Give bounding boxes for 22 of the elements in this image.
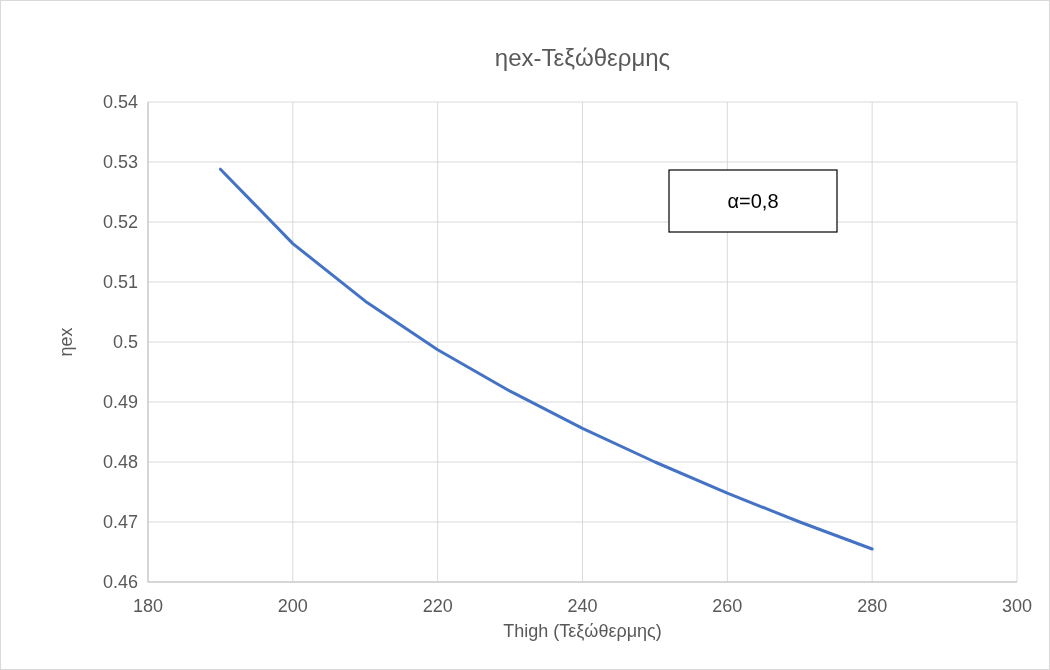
y-tick-label: 0.46 <box>102 572 138 593</box>
x-tick-label: 200 <box>277 596 308 616</box>
chart-title: ηex-Τεξώθερμης <box>494 44 671 71</box>
y-tick-label: 0.48 <box>102 452 138 473</box>
x-tick-label: 240 <box>567 596 598 616</box>
line-series <box>218 167 874 551</box>
y-tick-label: 0.51 <box>102 272 138 293</box>
y-tick-label: 0.47 <box>102 512 138 533</box>
y-tick-label: 0.53 <box>102 152 138 173</box>
y-tick-label: 0.54 <box>102 92 138 113</box>
x-tick-label: 260 <box>712 596 743 616</box>
x-tick-label: 220 <box>422 596 453 616</box>
x-tick-label: 300 <box>1001 596 1033 616</box>
note-box: α=0,8 <box>668 169 838 233</box>
y-axis-title: ηex <box>56 327 76 357</box>
y-tick-label: 0.5 <box>112 332 138 353</box>
y-tick-label: 0.52 <box>102 212 138 233</box>
x-axis-title: Thigh (Τεξώθερμης) <box>503 621 662 641</box>
y-tick-label: 0.49 <box>102 392 138 413</box>
x-tick-label: 180 <box>132 596 164 616</box>
annotation: α=0,8 <box>727 190 779 212</box>
x-tick-label: 280 <box>857 596 888 616</box>
